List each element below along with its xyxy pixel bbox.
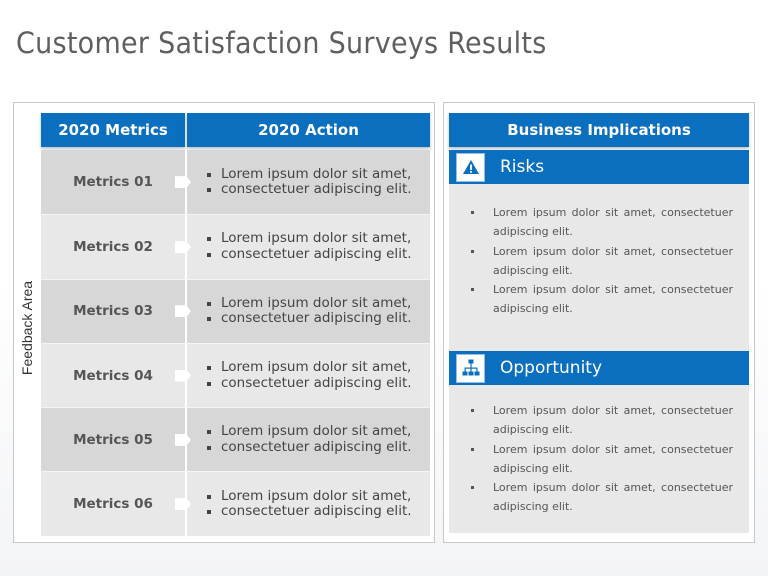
list-item: Lorem ipsum dolor sit amet, consectetuer… — [471, 440, 733, 479]
table-row: Metrics 03 Lorem ipsum dolor sit amet, c… — [41, 278, 430, 343]
metric-name: Metrics 04 — [41, 343, 185, 408]
metrics-table: Metrics 01 Lorem ipsum dolor sit amet, c… — [41, 150, 430, 536]
action-cell: Lorem ipsum dolor sit amet, consectetuer… — [187, 472, 430, 536]
opportunity-label: Opportunity — [500, 358, 603, 378]
metric-name: Metrics 01 — [41, 150, 185, 215]
action-cell: Lorem ipsum dolor sit amet, consectetuer… — [187, 343, 430, 408]
arrow-icon — [175, 433, 191, 446]
list-item: Lorem ipsum dolor sit amet, consectetuer… — [471, 280, 733, 319]
action-cell: Lorem ipsum dolor sit amet, consectetuer… — [187, 408, 430, 472]
arrow-icon — [175, 176, 191, 189]
metric-name: Metrics 02 — [41, 215, 185, 279]
metric-name: Metrics 05 — [41, 408, 185, 472]
action-item: Lorem ipsum dolor sit amet, — [207, 295, 430, 312]
list-item: Lorem ipsum dolor sit amet, consectetuer… — [471, 242, 733, 281]
arrow-icon — [175, 305, 191, 318]
business-implications-body: Risks Lorem ipsum dolor sit amet, consec… — [449, 150, 749, 533]
arrow-icon — [175, 498, 191, 511]
table-row: Metrics 02 Lorem ipsum dolor sit amet, c… — [41, 214, 430, 279]
table-row: Metrics 05 Lorem ipsum dolor sit amet, c… — [41, 407, 430, 472]
action-cell: Lorem ipsum dolor sit amet, consectetuer… — [187, 150, 430, 215]
action-item: Lorem ipsum dolor sit amet, — [207, 231, 430, 247]
table-row: Metrics 04 Lorem ipsum dolor sit amet, c… — [41, 342, 430, 408]
action-item: consectetuer adipiscing elit. — [207, 439, 430, 456]
risks-bar: Risks — [449, 150, 749, 184]
list-item: Lorem ipsum dolor sit amet, consectetuer… — [471, 203, 733, 242]
metric-name: Metrics 03 — [41, 279, 185, 343]
page-title: Customer Satisfaction Surveys Results — [16, 26, 547, 60]
table-row: Metrics 06 Lorem ipsum dolor sit amet, c… — [41, 471, 430, 536]
risks-label: Risks — [500, 157, 545, 177]
action-item: consectetuer adipiscing elit. — [207, 375, 430, 392]
list-item: Lorem ipsum dolor sit amet, consectetuer… — [471, 401, 733, 440]
opportunity-bar: Opportunity — [449, 351, 749, 385]
metric-name: Metrics 06 — [41, 472, 185, 536]
arrow-icon — [175, 369, 191, 382]
metrics-column-header: 2020 Metrics — [41, 113, 185, 147]
action-column-header: 2020 Action — [187, 113, 430, 147]
opportunity-list: Lorem ipsum dolor sit amet, consectetuer… — [471, 401, 733, 517]
action-cell: Lorem ipsum dolor sit amet, consectetuer… — [187, 215, 430, 279]
action-item: consectetuer adipiscing elit. — [207, 311, 430, 327]
action-item: Lorem ipsum dolor sit amet, — [207, 166, 430, 183]
list-item: Lorem ipsum dolor sit amet, consectetuer… — [471, 478, 733, 517]
action-item: consectetuer adipiscing elit. — [207, 182, 430, 198]
action-item: consectetuer adipiscing elit. — [207, 504, 430, 520]
warning-icon — [456, 152, 485, 182]
table-row: Metrics 01 Lorem ipsum dolor sit amet, c… — [41, 150, 430, 215]
feedback-area-label: Feedback Area — [19, 280, 35, 376]
arrow-icon — [175, 240, 191, 253]
business-implications-header: Business Implications — [449, 113, 749, 147]
action-item: consectetuer adipiscing elit. — [207, 246, 430, 263]
action-item: Lorem ipsum dolor sit amet, — [207, 424, 430, 440]
risks-list: Lorem ipsum dolor sit amet, consectetuer… — [471, 203, 733, 319]
action-item: Lorem ipsum dolor sit amet, — [207, 488, 430, 505]
action-item: Lorem ipsum dolor sit amet, — [207, 360, 430, 376]
action-cell: Lorem ipsum dolor sit amet, consectetuer… — [187, 279, 430, 343]
org-chart-icon — [456, 353, 485, 383]
